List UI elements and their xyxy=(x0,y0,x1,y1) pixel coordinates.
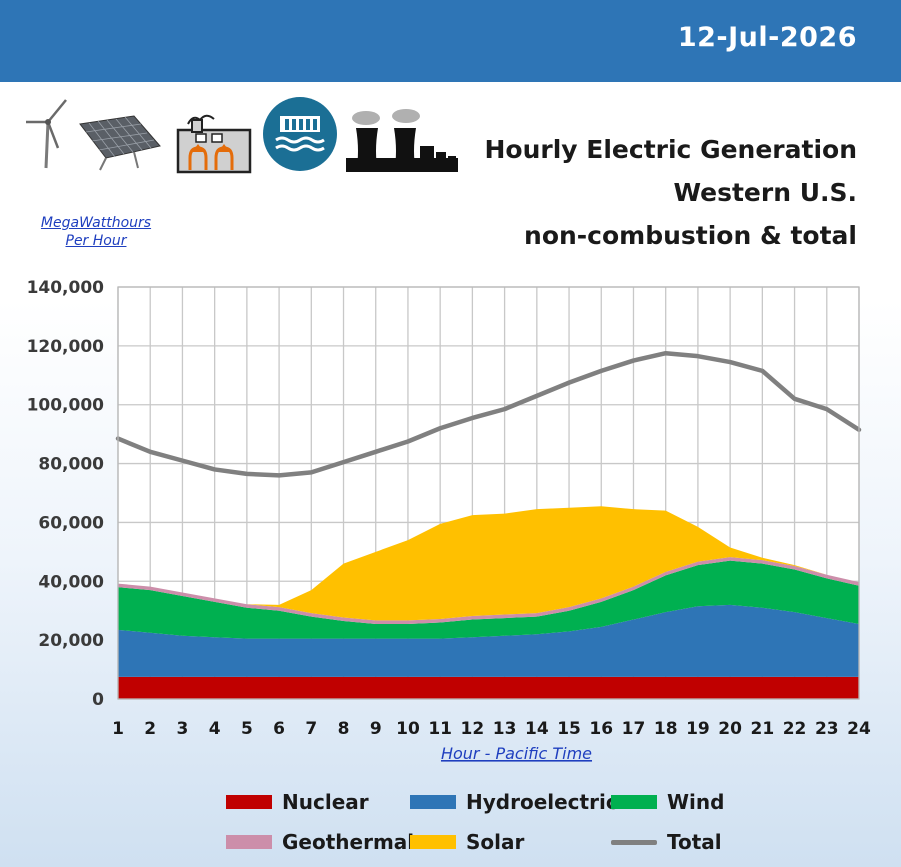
hydro-dam-icon xyxy=(263,97,337,171)
x-tick-label-10: 11 xyxy=(428,719,452,739)
x-tick-label-19: 20 xyxy=(718,719,742,739)
legend-geothermal-label: Geothermal xyxy=(282,830,415,854)
y-tick-label-0: 0 xyxy=(92,690,104,710)
energy-icons xyxy=(22,96,462,176)
legend-solar-swatch xyxy=(410,835,456,849)
x-tick-label-14: 15 xyxy=(557,719,581,739)
x-tick-label-11: 12 xyxy=(461,719,485,739)
x-tick-label-7: 8 xyxy=(338,719,350,739)
legend-nuclear-label: Nuclear xyxy=(282,790,369,814)
x-tick-label-16: 17 xyxy=(622,719,646,739)
x-tick-label-5: 6 xyxy=(273,719,285,739)
report-date: 12-Jul-2026 xyxy=(677,22,857,53)
x-tick-label-21: 22 xyxy=(783,719,807,739)
legend-total: Total xyxy=(611,830,722,854)
title-line-1: Hourly Electric Generation xyxy=(484,135,857,164)
x-axis-label: Hour - Pacific Time xyxy=(441,744,592,763)
area-nuclear xyxy=(118,676,859,699)
legend-wind-swatch xyxy=(611,795,657,809)
chart-legend: Nuclear Hydroelectric Wind Geothermal So… xyxy=(0,780,901,860)
nuclear-plant-icon xyxy=(346,109,458,172)
legend-hydroelectric-swatch xyxy=(410,795,456,809)
x-tick-label-1: 2 xyxy=(144,719,156,739)
y-tick-label-2: 40,000 xyxy=(38,572,104,592)
area-hydroelectric xyxy=(118,604,859,677)
legend-total-label: Total xyxy=(667,830,722,854)
x-tick-label-0: 1 xyxy=(112,719,124,739)
x-tick-label-20: 21 xyxy=(751,719,775,739)
x-tick-label-17: 18 xyxy=(654,719,678,739)
unit-label-line-1: MegaWatthours xyxy=(40,215,152,231)
x-tick-label-8: 9 xyxy=(370,719,382,739)
legend-nuclear: Nuclear xyxy=(226,790,369,814)
line-total xyxy=(115,350,862,478)
x-tick-label-3: 4 xyxy=(209,719,221,739)
x-tick-label-9: 10 xyxy=(396,719,420,739)
y-tick-label-3: 60,000 xyxy=(38,513,104,533)
wind-turbine-icon xyxy=(26,99,67,169)
area-solar xyxy=(118,506,859,621)
x-tick-label-6: 7 xyxy=(305,719,317,739)
x-tick-label-18: 19 xyxy=(686,719,710,739)
legend-hydroelectric: Hydroelectric xyxy=(410,790,618,814)
legend-hydroelectric-label: Hydroelectric xyxy=(466,790,618,814)
solar-panel-icon xyxy=(79,115,161,171)
title-line-2: Western U.S. xyxy=(673,178,857,207)
legend-solar: Solar xyxy=(410,830,524,854)
chart-title: Hourly Electric Generation Western U.S. … xyxy=(484,128,857,257)
y-tick-label-5: 100,000 xyxy=(27,396,105,416)
x-tick-label-2: 3 xyxy=(177,719,189,739)
unit-label-line-2: Per Hour xyxy=(65,233,127,249)
legend-wind-label: Wind xyxy=(667,790,725,814)
legend-geothermal: Geothermal xyxy=(226,830,414,854)
y-tick-label-7: 140,000 xyxy=(27,278,105,298)
plot-border xyxy=(117,286,860,700)
legend-total-swatch xyxy=(611,839,657,845)
area-wind xyxy=(118,560,859,639)
geothermal-plant-icon xyxy=(176,114,252,174)
x-tick-label-12: 13 xyxy=(493,719,517,739)
legend-solar-label: Solar xyxy=(466,830,525,854)
generation-chart: 0 20,000 40,000 60,000 80,000 100,000 120,000 1… xyxy=(27,278,871,763)
x-tick-label-13: 14 xyxy=(525,719,549,739)
y-tick-label-1: 20,000 xyxy=(38,631,104,651)
y-axis-unit-label: MegaWatthours Per Hour xyxy=(26,214,166,250)
x-tick-label-15: 16 xyxy=(589,719,613,739)
y-tick-label-6: 120,000 xyxy=(27,337,105,357)
y-tick-label-4: 80,000 xyxy=(38,455,104,475)
title-line-3: non-combustion & total xyxy=(524,221,857,250)
header-banner: 12-Jul-2026 xyxy=(0,0,901,82)
legend-geothermal-swatch xyxy=(226,835,272,849)
legend-nuclear-swatch xyxy=(226,795,272,809)
legend-wind: Wind xyxy=(611,790,724,814)
x-tick-label-22: 23 xyxy=(815,719,839,739)
x-tick-label-23: 24 xyxy=(847,719,871,739)
x-tick-label-4: 5 xyxy=(241,719,253,739)
